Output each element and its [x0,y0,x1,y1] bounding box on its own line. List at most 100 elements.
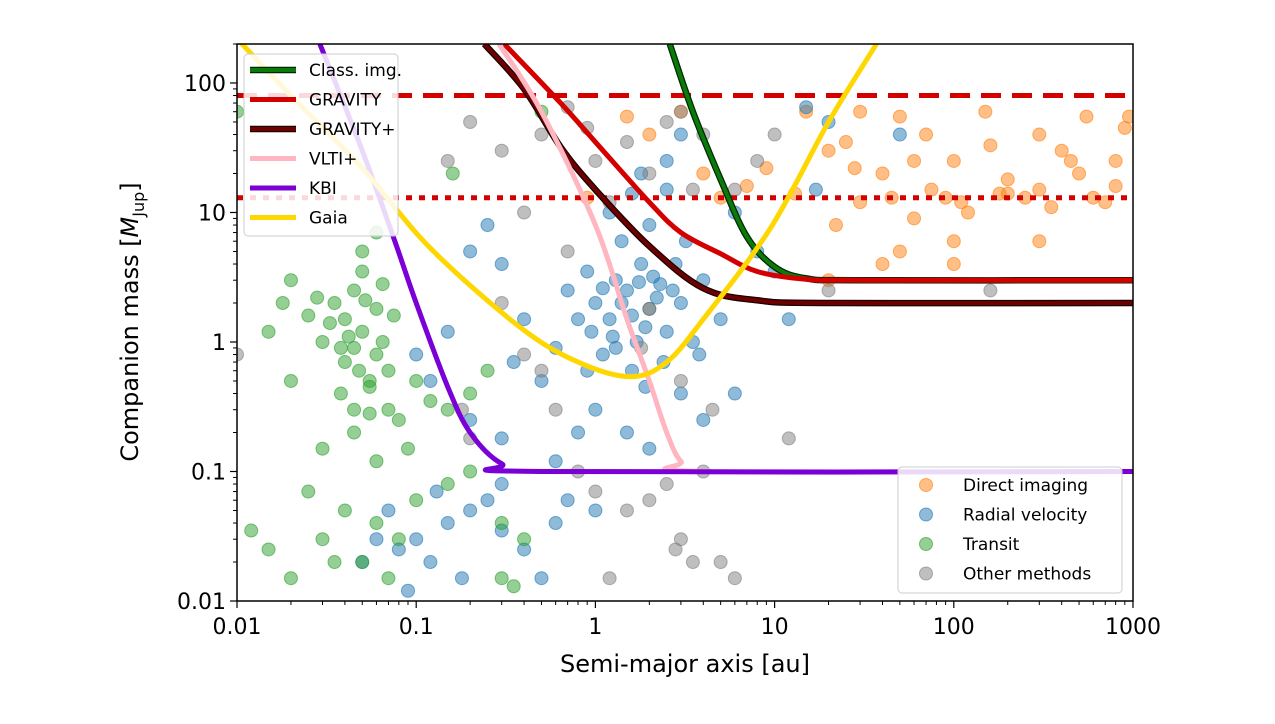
data-point [355,264,370,279]
data-point [781,312,796,327]
data-point [595,281,610,296]
data-point [494,477,509,492]
data-point [548,454,563,469]
data-point [1072,166,1087,181]
data-point [602,571,617,586]
data-point [696,166,711,181]
data-point [619,109,634,124]
data-point [853,104,868,119]
data-point [653,277,668,292]
y-tick-label: 0.1 [191,460,226,485]
data-point [1079,109,1094,124]
data-point [759,161,774,176]
data-point [727,571,742,586]
legend-marker-radial-velocity [919,507,933,522]
legend-label: VLTI+ [309,150,357,170]
data-point [659,153,674,168]
y-axis-label: Companion mass [MJup] [116,182,148,461]
data-point [705,402,720,417]
data-point [548,402,563,417]
legend-label: GRAVITY [309,91,382,111]
data-point [315,532,330,547]
data-point [821,283,836,298]
data-point [892,127,907,142]
legend-curves: Class. img. GRAVITY GRAVITY+ VLTI+ KBI Gaia [243,53,402,237]
legend-label: Direct imaging [963,476,1088,496]
data-point [560,244,575,259]
data-point [409,493,424,508]
data-point [409,347,424,362]
data-point [463,244,478,259]
data-point [261,324,276,339]
data-point [534,363,549,378]
legend-marker-transit [919,537,933,551]
x-tick-label: 100 [933,615,975,640]
data-point [1000,172,1015,187]
curve-gravity [482,44,1133,306]
data-point [463,386,478,401]
data-point [409,373,424,388]
data-point [946,153,961,168]
data-point [892,109,907,124]
data-point [673,386,688,401]
data-point [283,571,298,586]
data-point [440,477,455,492]
legend-label: Gaia [309,209,348,229]
data-point [580,264,595,279]
data-point [781,431,796,446]
data-point [1044,200,1059,215]
series-transit [237,104,549,594]
data-point [727,386,742,401]
data-point [409,532,424,547]
data-point [301,484,316,499]
data-point [454,571,469,586]
data-point [423,555,438,570]
data-point [1122,109,1133,124]
data-point [548,516,563,531]
data-point [237,347,244,362]
data-point [649,290,664,305]
data-point [924,182,939,197]
data-point [588,296,603,311]
data-point [1108,153,1123,168]
data-point [355,244,370,259]
data-point [347,283,362,298]
data-point [401,441,416,456]
data-point [347,425,362,440]
data-point [480,218,495,233]
data-point [381,503,396,518]
data-point [355,324,370,339]
data-point [588,484,603,499]
curve-gravity [502,44,1133,283]
data-point [440,153,455,168]
data-point [588,503,603,518]
data-point [445,166,460,181]
data-point [642,493,657,508]
data-point [560,493,575,508]
data-point [517,532,532,547]
data-point [875,166,890,181]
data-point [322,316,337,331]
data-point [310,290,325,305]
data-point [1108,179,1123,194]
axis-ticks: 0.01 0.1 1 10 100 1000 0.01 0.1 1 10 100 [177,43,1161,640]
data-point [642,166,657,181]
data-point [838,135,853,150]
data-point [1063,153,1078,168]
data-point [978,104,993,119]
data-point [588,153,603,168]
data-point [892,244,907,259]
data-point [386,308,401,323]
data-point [619,425,634,440]
data-point [685,182,700,197]
data-point [638,320,653,335]
data-point [602,312,617,327]
data-point [588,402,603,417]
legend-label: Transit [962,535,1020,555]
data-point [381,402,396,417]
plot-frame [236,43,1134,602]
data-point [315,334,330,349]
x-tick-label: 1000 [1105,615,1161,640]
legend-label: KBI [309,179,337,199]
data-point [480,493,495,508]
